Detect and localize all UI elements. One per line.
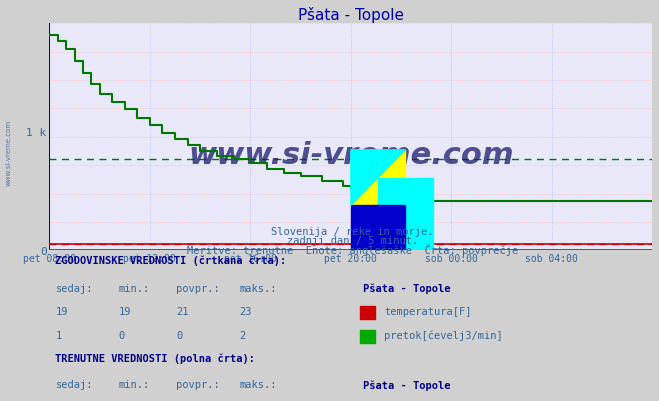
Text: min.:: min.: bbox=[119, 379, 150, 389]
Text: 2: 2 bbox=[239, 330, 246, 340]
Text: Slovenija / reke in morje.: Slovenija / reke in morje. bbox=[272, 227, 434, 237]
Text: Pšata - Topole: Pšata - Topole bbox=[363, 283, 451, 294]
Text: Meritve: trenutne  Enote: anglešaške  Črta: povprečje: Meritve: trenutne Enote: anglešaške Črta… bbox=[187, 243, 518, 255]
Text: maks.:: maks.: bbox=[239, 379, 277, 389]
Text: 0: 0 bbox=[119, 330, 125, 340]
Text: 19: 19 bbox=[119, 306, 131, 316]
Text: 23: 23 bbox=[239, 306, 252, 316]
Text: Pšata - Topole: Pšata - Topole bbox=[363, 379, 451, 390]
Text: 0: 0 bbox=[176, 330, 183, 340]
Text: sedaj:: sedaj: bbox=[55, 379, 93, 389]
Text: TRENUTNE VREDNOSTI (polna črta):: TRENUTNE VREDNOSTI (polna črta): bbox=[55, 353, 256, 364]
Text: ZGODOVINSKE VREDNOSTI (črtkana črta):: ZGODOVINSKE VREDNOSTI (črtkana črta): bbox=[55, 255, 287, 265]
Text: 1: 1 bbox=[55, 330, 62, 340]
Text: sedaj:: sedaj: bbox=[55, 283, 93, 293]
Text: povpr.:: povpr.: bbox=[176, 283, 220, 293]
Text: min.:: min.: bbox=[119, 283, 150, 293]
Text: 21: 21 bbox=[176, 306, 188, 316]
Bar bbox=[360, 306, 375, 320]
Text: 19: 19 bbox=[55, 306, 68, 316]
Text: pretok[čevelj3/min]: pretok[čevelj3/min] bbox=[384, 330, 503, 340]
Bar bbox=[351, 150, 405, 206]
Polygon shape bbox=[351, 150, 405, 206]
Text: www.si-vreme.com: www.si-vreme.com bbox=[5, 119, 12, 185]
Text: maks.:: maks.: bbox=[239, 283, 277, 293]
Text: zadnji dan / 5 minut.: zadnji dan / 5 minut. bbox=[287, 236, 418, 246]
Text: temperatura[F]: temperatura[F] bbox=[384, 306, 472, 316]
Text: www.si-vreme.com: www.si-vreme.com bbox=[188, 141, 514, 170]
Title: Pšata - Topole: Pšata - Topole bbox=[298, 7, 404, 23]
Bar bbox=[360, 330, 375, 343]
Bar bbox=[378, 178, 432, 251]
Text: povpr.:: povpr.: bbox=[176, 379, 220, 389]
Bar bbox=[351, 206, 405, 251]
